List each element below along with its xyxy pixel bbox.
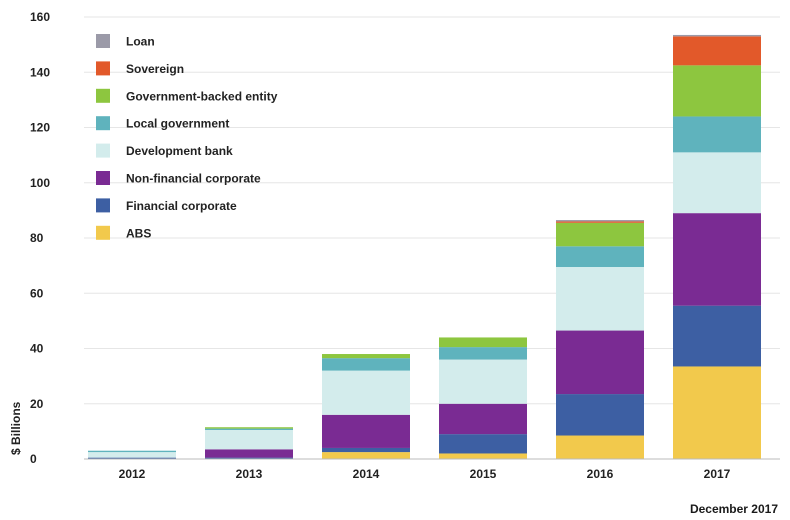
bar-segment-development-bank-2013 [205,429,293,450]
bar-segment-government-backed-entity-2016 [556,222,644,247]
x-tick-label: 2014 [353,467,380,481]
legend-label: Financial corporate [126,199,237,213]
x-tick-label: 2012 [119,467,146,481]
legend-swatch [96,88,110,103]
bar-segment-abs-2014 [322,452,410,459]
y-tick-label: 20 [30,397,44,411]
bar-segment-financial-corporate-2014 [322,447,410,453]
legend-swatch [96,225,110,240]
bar-segment-government-backed-entity-2017 [673,65,761,117]
x-tick-label: 2017 [704,467,731,481]
y-tick-label: 40 [30,342,44,356]
bar-segment-government-backed-entity-2015 [439,337,527,348]
y-axis-title: $ Billions [9,401,23,455]
bar-segment-local-government-2014 [322,358,410,371]
bars [88,34,761,459]
legend-label: Loan [126,35,155,49]
bar-segment-development-bank-2012 [88,452,176,458]
bar-segment-local-government-2017 [673,116,761,153]
x-tick-label: 2016 [587,467,614,481]
bar-segment-sovereign-2016 [556,221,644,223]
legend: Loan Sovereign Government-backed entity Loc… [96,34,278,240]
y-tick-label: 140 [30,65,50,79]
legend-label: ABS [126,226,151,240]
bar-segment-local-government-2012 [88,450,176,453]
bar-segment-abs-2017 [673,366,761,459]
y-tick-label: 100 [30,176,50,190]
legend-swatch [96,143,110,158]
x-tick-label: 2013 [236,467,263,481]
legend-swatch [96,34,110,48]
grid-lines [84,16,780,405]
bar-segment-development-bank-2015 [439,359,527,404]
bar-segment-development-bank-2014 [322,370,410,415]
bar-segment-financial-corporate-2015 [439,434,527,454]
y-tick-label: 80 [30,231,44,245]
x-axis-ticks: 2012 2013 2014 2015 2016 2017 [119,467,731,481]
bar-segment-non-financial-corporate-2013 [205,449,293,458]
bar-segment-financial-corporate-2017 [673,305,761,367]
bar-segment-financial-corporate-2013 [205,457,293,459]
bar-segment-government-backed-entity-2014 [322,354,410,359]
date-note: December 2017 [689,502,778,516]
bar-segment-financial-corporate-2016 [556,394,644,436]
legend-label: Non-financial corporate [126,172,261,186]
x-tick-label: 2015 [470,467,497,481]
bar-segment-loan-2017 [673,34,761,37]
y-tick-label: 60 [30,286,44,300]
bar-segment-financial-corporate-2012 [88,457,176,459]
bar-segment-development-bank-2016 [556,267,644,331]
bar-segment-local-government-2013 [205,428,293,430]
y-tick-label: 0 [30,452,37,466]
bar-segment-loan-2016 [556,220,644,222]
bar-segment-non-financial-corporate-2016 [556,330,644,395]
legend-swatch [96,116,110,131]
bar-segment-development-bank-2017 [673,152,761,214]
bar-segment-non-financial-corporate-2017 [673,213,761,306]
bar-segment-non-financial-corporate-2014 [322,414,410,448]
legend-label: Sovereign [126,62,184,76]
bar-segment-sovereign-2017 [673,36,761,66]
bar-segment-abs-2015 [439,453,527,459]
legend-swatch [96,198,110,213]
bar-segment-local-government-2016 [556,246,644,268]
bar-segment-government-backed-entity-2013 [205,427,293,429]
legend-swatch [96,61,110,76]
y-tick-label: 160 [30,10,50,24]
legend-swatch [96,171,110,185]
legend-label: Local government [126,117,229,131]
bar-segment-non-financial-corporate-2015 [439,403,527,435]
bar-segment-local-government-2015 [439,347,527,360]
y-tick-label: 120 [30,121,50,135]
bar-segment-abs-2016 [556,435,644,459]
y-axis-ticks: 0 20 40 60 80 100 120 140 160 [30,10,50,466]
legend-label: Government-backed entity [126,89,278,103]
legend-label: Development bank [126,144,233,158]
